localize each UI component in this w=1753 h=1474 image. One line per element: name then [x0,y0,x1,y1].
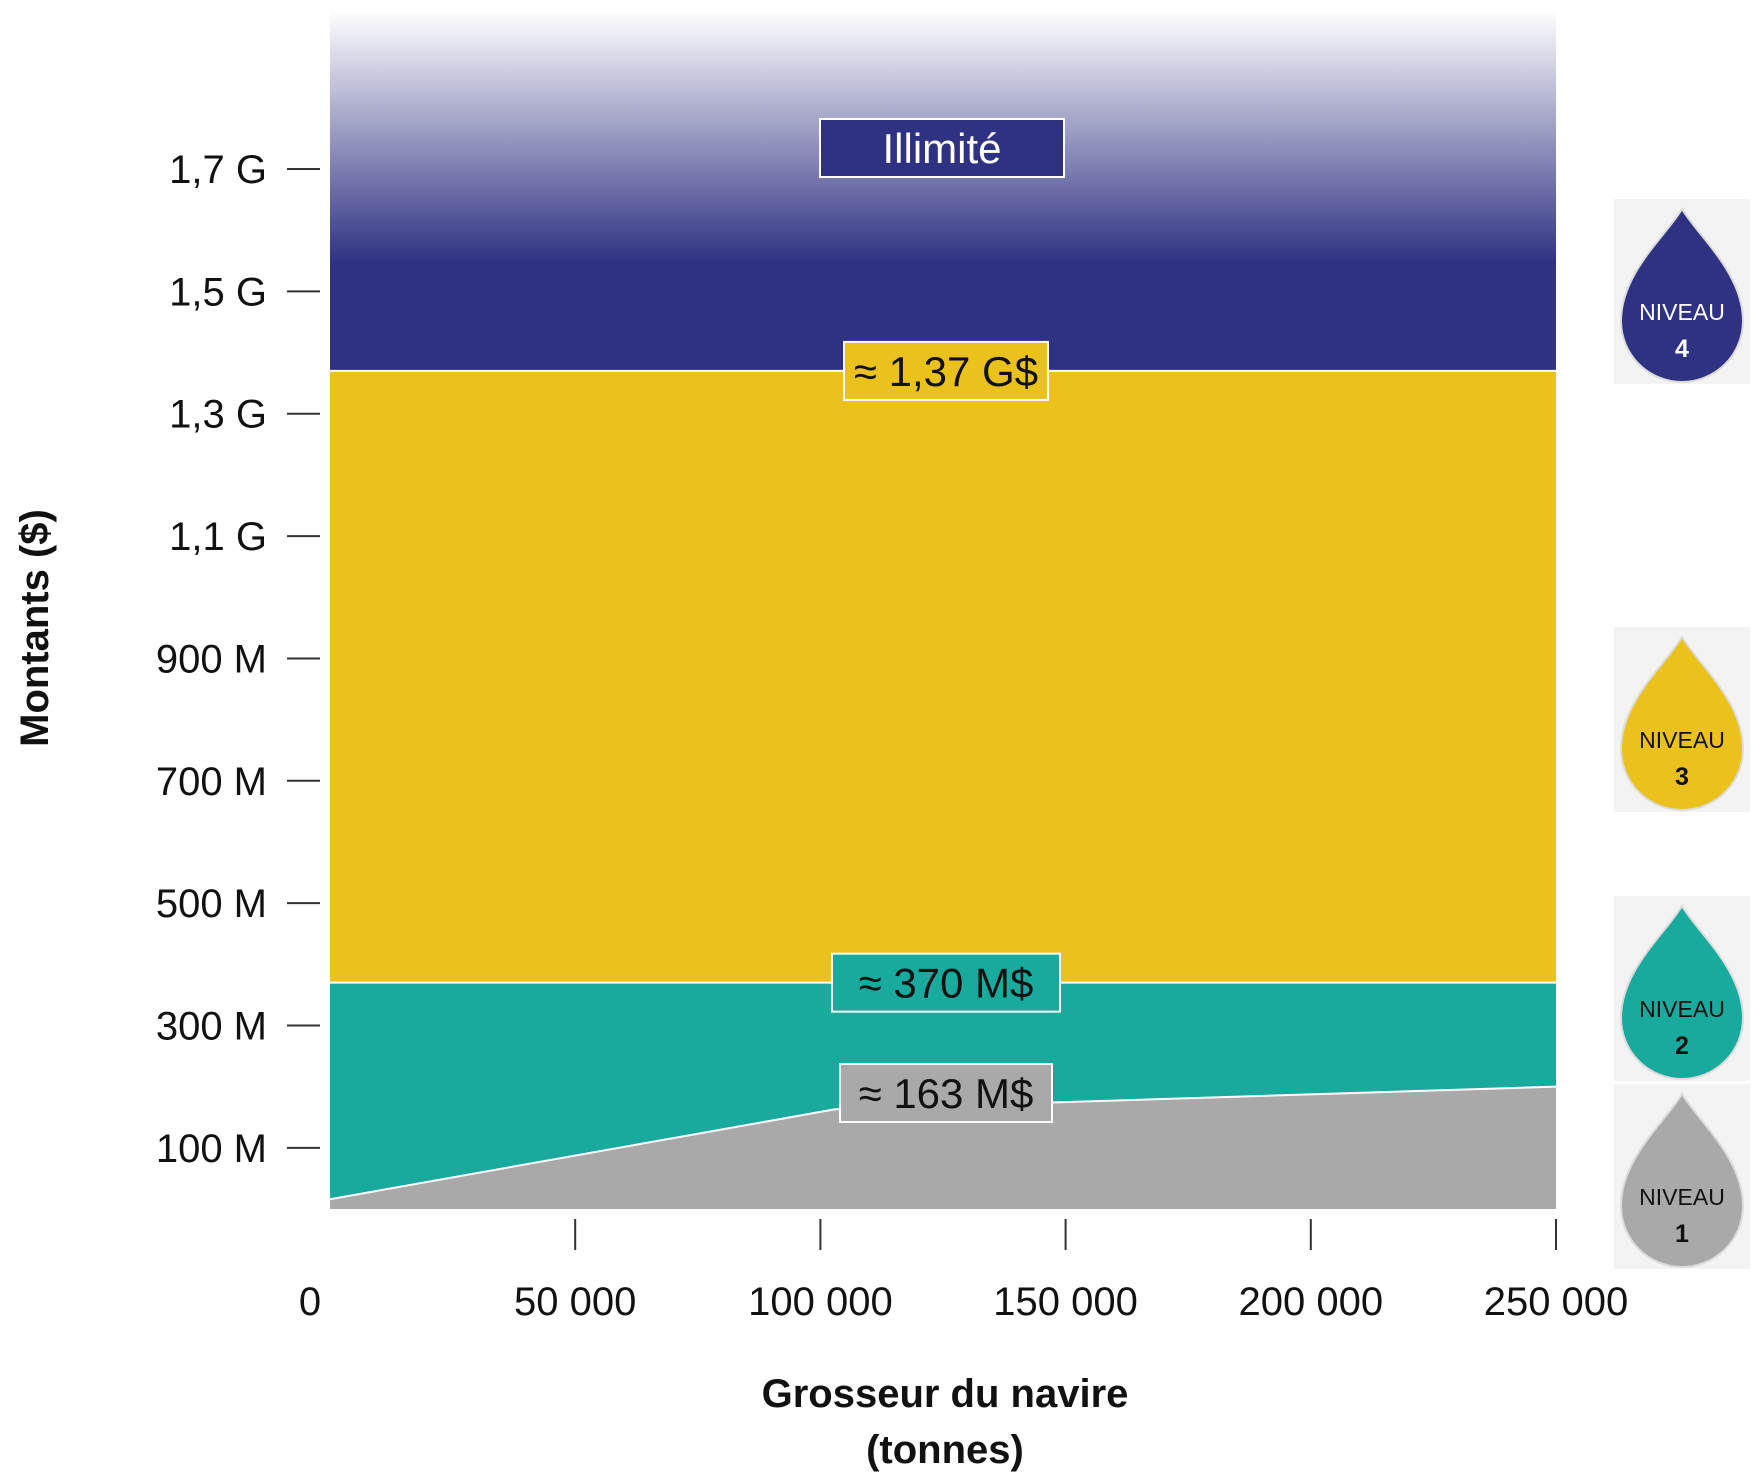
level-4-number: 4 [1675,335,1689,363]
tier1-label-box [839,1063,1053,1123]
level-4-word: NIVEAU [1639,299,1725,325]
level-3-number: 3 [1675,763,1689,791]
level-1-badge: NIVEAU 1 [1614,1084,1750,1269]
level-3-drop-icon [1619,635,1745,811]
x-tick-label: 200 000 [1239,1280,1384,1324]
level-3-badge: NIVEAU 3 [1614,627,1750,812]
x-tick-label: 250 000 [1484,1280,1629,1324]
tier3-label-text: ≈ 1,37 G$ [854,348,1038,395]
y-tick-label: 500 M [156,882,267,926]
tier4-label-text: Illimité [882,125,1001,172]
level-4-badge: NIVEAU 4 [1614,199,1750,384]
y-axis-title: Montants ($) [13,509,57,747]
tier3-label: ≈ 1,37 G$ [843,340,1049,401]
level-1-number: 1 [1675,1220,1689,1248]
tier4-label: Illimité [819,118,1065,178]
y-axis: 100 M 300 M 500 M 700 M 900 M 1,1 G 1,3 G 1,5 G… [156,148,320,1171]
band-labels: Illimité ≈ 1,37 G$ ≈ 370 M$ ≈ 163 M$ [819,118,1065,1123]
tier4-label-box [819,118,1065,178]
x-axis-title-line-1: Grosseur du navire [762,1372,1129,1416]
level-1-word: NIVEAU [1639,1184,1725,1210]
x-axis: 0 50 000 100 000 150 000 200 000 250 000 [299,1219,1628,1324]
x-tick-label: 0 [299,1280,321,1324]
y-tick-label: 1,1 G [169,515,267,559]
tier2-label-text: ≈ 370 M$ [859,960,1034,1007]
y-tick-label: 1,5 G [169,270,267,314]
tier1-area [330,1086,1556,1209]
x-tick-label: 50 000 [514,1280,636,1324]
tier1-label: ≈ 163 M$ [839,1063,1053,1123]
tier1-label-text: ≈ 163 M$ [859,1070,1034,1117]
y-tick-label: 700 M [156,760,267,804]
y-tick-label: 1,3 G [169,393,267,437]
y-tick-label: 300 M [156,1004,267,1048]
tier3-label-box [843,340,1049,401]
level-3-word: NIVEAU [1639,727,1725,753]
tier4-band [330,10,1556,371]
level-legend: NIVEAU 4 NIVEAU 3 NIVEAU 2 NIVEAU 1 [1614,199,1750,1269]
y-tick-label: 1,7 G [169,148,267,192]
y-tick-label: 900 M [156,637,267,681]
level-4-drop-icon [1619,207,1745,383]
y-tick-label: 100 M [156,1127,267,1171]
level-1-drop-icon [1619,1092,1745,1268]
level-2-drop-icon [1619,904,1745,1080]
x-tick-label: 100 000 [748,1280,893,1324]
x-tick-label: 150 000 [993,1280,1138,1324]
tier3-band [330,370,1556,983]
tier2-label-box [831,952,1061,1013]
x-axis-title-line-2: (tonnes) [866,1428,1024,1472]
plot-area [329,10,1557,1209]
level-2-word: NIVEAU [1639,996,1725,1022]
level-2-badge: NIVEAU 2 [1614,896,1750,1081]
tier1-boundary [329,1085,1557,1201]
level-2-number: 2 [1675,1032,1689,1060]
tier2-label: ≈ 370 M$ [831,952,1061,1013]
